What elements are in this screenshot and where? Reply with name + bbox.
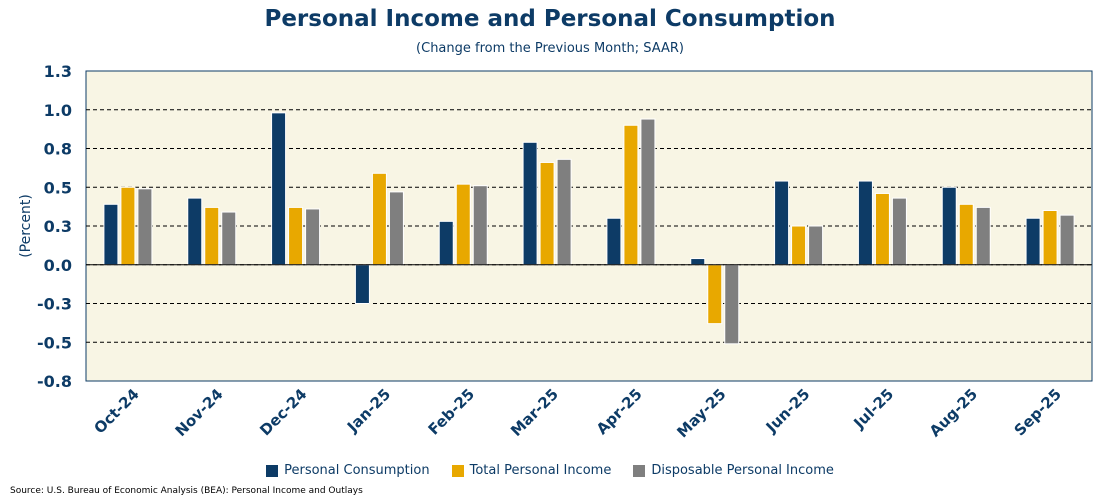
bar-personal-consumption: [857, 180, 873, 266]
x-tick-label: Aug-25: [926, 385, 981, 440]
y-tick-label: 1.3: [44, 62, 72, 81]
bar-disposable-personal-income: [221, 211, 237, 266]
x-tick-label: Feb-25: [425, 385, 478, 438]
bar-personal-consumption: [103, 203, 119, 266]
chart-title: Personal Income and Personal Consumption: [264, 6, 836, 32]
x-tick-label: Nov-24: [172, 385, 227, 440]
bar-total-personal-income: [120, 186, 136, 266]
y-tick-label: 0.5: [44, 178, 72, 197]
chart-subtitle: (Change from the Previous Month; SAAR): [416, 41, 684, 56]
bar-personal-consumption: [774, 180, 790, 266]
bar-personal-consumption: [271, 112, 287, 266]
y-tick-label: -0.3: [37, 295, 72, 314]
bar-disposable-personal-income: [388, 191, 404, 266]
bar-total-personal-income: [204, 206, 220, 266]
bar-chart: 1.3 1.0 0.8 0.5 0.3 0.0 -0.3 -0.5 -0.8 (Percent) O…: [18, 62, 1093, 441]
y-tick-label: 0.3: [44, 217, 72, 236]
bar-personal-consumption: [1025, 217, 1041, 266]
x-tick-label: May-25: [673, 385, 729, 441]
bar-disposable-personal-income: [891, 197, 907, 266]
x-tick-label: Sep-25: [1011, 385, 1065, 439]
legend-swatch: [633, 464, 646, 477]
bar-personal-consumption: [522, 141, 538, 266]
x-tick-label: Mar-25: [507, 385, 562, 440]
bar-disposable-personal-income: [305, 208, 321, 266]
bar-total-personal-income: [958, 203, 974, 266]
plot-area: [85, 70, 1093, 382]
bar-total-personal-income: [288, 206, 304, 266]
x-tick-label: Apr-25: [593, 385, 646, 438]
y-tick-label: -0.8: [37, 372, 72, 391]
y-tick-label: 0.0: [44, 256, 72, 275]
x-tick-label: Jul-25: [850, 385, 898, 433]
x-tick-label: Oct-24: [90, 385, 142, 437]
legend-swatch: [266, 464, 279, 477]
bar-personal-consumption: [606, 217, 622, 266]
legend-label: Disposable Personal Income: [651, 463, 834, 478]
bar-total-personal-income: [539, 161, 555, 266]
bar-personal-consumption: [187, 197, 203, 266]
x-tick-label: Dec-24: [256, 385, 310, 439]
bar-total-personal-income: [874, 192, 890, 266]
bar-total-personal-income: [371, 172, 387, 266]
bar-disposable-personal-income: [1059, 214, 1075, 266]
y-axis-label: (Percent): [18, 194, 34, 258]
bar-disposable-personal-income: [137, 188, 153, 266]
bar-total-personal-income: [455, 183, 471, 266]
y-tick-label: 1.0: [44, 101, 72, 120]
legend-item-disposable-income: Disposable Personal Income: [633, 463, 834, 478]
bar-total-personal-income: [623, 124, 639, 266]
bar-disposable-personal-income: [472, 185, 488, 266]
bar-personal-consumption: [941, 186, 957, 266]
legend-swatch: [451, 464, 464, 477]
legend: Personal Consumption Total Personal Inco…: [0, 463, 1100, 478]
legend-item-consumption: Personal Consumption: [266, 463, 430, 478]
x-tick-label: Jan-25: [343, 385, 394, 436]
y-tick-label: -0.5: [37, 333, 72, 352]
bar-disposable-personal-income: [556, 158, 572, 266]
bar-total-personal-income: [791, 225, 807, 266]
x-tick-label: Jun-25: [762, 385, 814, 437]
bar-personal-consumption: [354, 264, 370, 304]
source-note: Source: U.S. Bureau of Economic Analysis…: [10, 486, 363, 496]
bar-disposable-personal-income: [975, 206, 991, 266]
bar-total-personal-income: [1042, 210, 1058, 266]
bar-personal-consumption: [690, 258, 706, 266]
bar-personal-consumption: [438, 220, 454, 266]
bar-disposable-personal-income: [724, 264, 740, 345]
legend-label: Total Personal Income: [469, 463, 612, 478]
y-tick-label: 0.8: [44, 140, 72, 159]
bar-disposable-personal-income: [640, 118, 656, 266]
legend-item-total-income: Total Personal Income: [451, 463, 612, 478]
bar-total-personal-income: [707, 264, 723, 325]
legend-label: Personal Consumption: [284, 463, 430, 478]
bar-disposable-personal-income: [808, 225, 824, 266]
